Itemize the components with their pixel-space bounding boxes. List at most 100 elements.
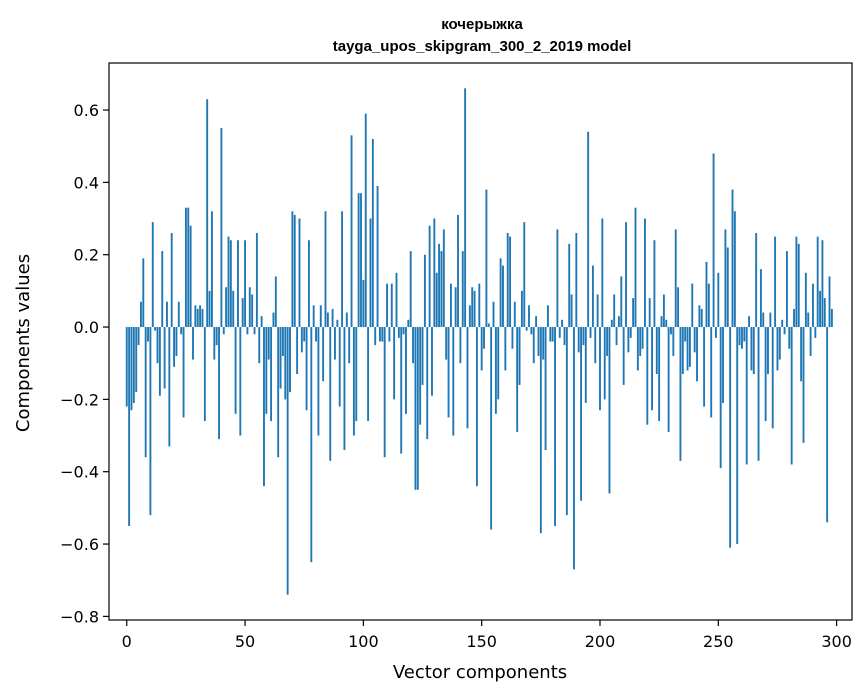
- bar: [248, 287, 251, 328]
- bar: [733, 211, 736, 328]
- bar: [568, 243, 571, 328]
- bar: [431, 327, 433, 396]
- bar: [416, 327, 419, 490]
- bar: [163, 327, 166, 389]
- bar: [187, 207, 190, 328]
- bar: [251, 294, 254, 328]
- bar: [688, 327, 691, 367]
- bar: [281, 327, 284, 356]
- bar: [355, 327, 358, 422]
- bar: [686, 327, 689, 371]
- bar: [407, 319, 410, 328]
- bar: [823, 298, 826, 328]
- bar: [237, 240, 239, 328]
- bar: [819, 290, 821, 328]
- bar: [601, 218, 604, 328]
- bar: [274, 276, 277, 328]
- bar: [485, 189, 488, 328]
- bar: [767, 327, 769, 375]
- bar: [423, 254, 426, 328]
- x-tick-label: 100: [348, 632, 379, 651]
- chart-subtitle: tayga_upos_skipgram_300_2_2019 model: [333, 38, 632, 55]
- bar: [343, 327, 346, 450]
- bar: [137, 327, 140, 346]
- bar: [445, 327, 448, 360]
- bar: [755, 232, 758, 328]
- bar: [272, 312, 275, 328]
- plot-frame: [108, 62, 853, 621]
- bar: [151, 222, 154, 328]
- bar: [693, 327, 696, 353]
- bar: [364, 113, 367, 328]
- bar: [253, 327, 256, 335]
- bar: [774, 236, 777, 328]
- bar: [402, 327, 405, 335]
- bar: [558, 327, 561, 338]
- x-tick-label: 300: [821, 632, 852, 651]
- bar: [520, 290, 523, 328]
- bar: [717, 272, 720, 328]
- bar: [632, 298, 635, 328]
- bar: [570, 294, 573, 328]
- bar: [565, 327, 568, 516]
- bar: [279, 327, 282, 389]
- bar: [239, 327, 242, 436]
- y-tick-label: 0.6: [74, 101, 99, 120]
- bar: [300, 327, 303, 353]
- bar: [452, 327, 455, 436]
- x-tick-label: 250: [703, 632, 734, 651]
- bar: [542, 327, 545, 360]
- bar: [260, 316, 263, 328]
- bar: [641, 327, 644, 349]
- bar: [807, 312, 810, 328]
- bar: [582, 327, 585, 346]
- bar: [528, 305, 530, 328]
- bar: [400, 327, 403, 454]
- bar: [319, 305, 322, 328]
- bar: [244, 240, 246, 328]
- bar: [289, 327, 291, 393]
- x-tick-label: 50: [235, 632, 255, 651]
- bar: [492, 301, 495, 328]
- bar: [504, 327, 507, 371]
- bar: [291, 211, 294, 328]
- bar: [622, 327, 625, 385]
- bar: [331, 308, 334, 328]
- bar: [206, 99, 209, 328]
- bar: [338, 327, 341, 407]
- bar: [154, 327, 157, 331]
- bar: [449, 283, 452, 328]
- bar: [793, 308, 795, 328]
- bar: [371, 138, 374, 328]
- bar: [381, 327, 384, 342]
- bar: [466, 327, 469, 429]
- bar: [714, 327, 717, 338]
- bar: [173, 327, 176, 367]
- bar: [156, 327, 159, 364]
- bar: [658, 327, 661, 422]
- bar: [447, 327, 450, 418]
- bar: [563, 327, 566, 346]
- bar: [499, 258, 502, 328]
- bar: [267, 327, 270, 360]
- bar: [544, 327, 547, 450]
- bar: [310, 327, 313, 563]
- bar: [731, 189, 734, 328]
- bar: [648, 298, 651, 328]
- bar: [293, 214, 296, 328]
- bar: [326, 312, 329, 328]
- y-tick-label: −0.6: [60, 535, 99, 554]
- bar: [192, 327, 194, 360]
- bar: [752, 327, 755, 375]
- bar: [828, 276, 831, 328]
- bar: [142, 258, 145, 328]
- bar: [651, 327, 653, 411]
- bar: [168, 327, 171, 447]
- bar: [312, 305, 315, 328]
- bar: [809, 327, 812, 356]
- bar: [305, 327, 308, 411]
- bar: [667, 327, 670, 432]
- bar: [393, 327, 396, 400]
- bar: [480, 327, 483, 371]
- bar: [336, 319, 339, 328]
